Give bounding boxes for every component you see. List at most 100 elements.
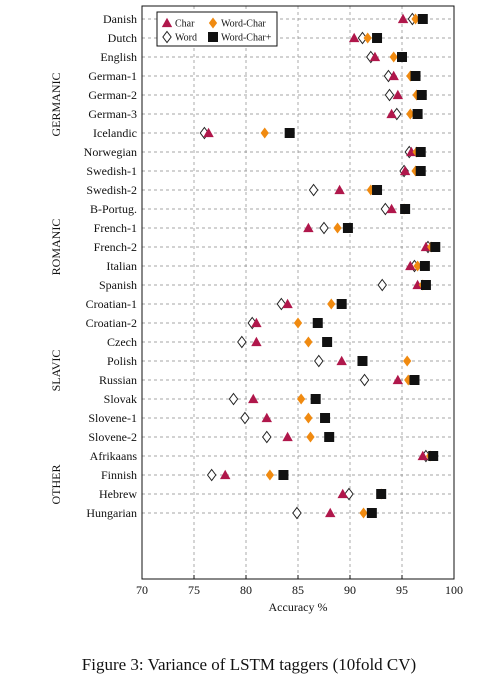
group-label-other: OTHER [49,465,63,505]
point-word-char-plus [420,280,431,290]
category-label-icelandic: Icelandic [93,126,137,140]
point-char [336,355,347,366]
point-word-char-plus [400,204,411,214]
category-label-norwegian: Norwegian [84,145,137,159]
point-word [319,221,329,235]
point-char [392,89,404,100]
point-word [262,430,272,444]
x-tick-label: 90 [344,583,356,597]
point-word [377,278,387,292]
grid-lines [142,6,454,579]
point-word [292,506,302,520]
point-char [348,32,360,43]
x-tick-label: 80 [240,583,252,597]
x-tick-label: 70 [136,583,148,597]
point-word-char-plus [412,109,423,119]
point-word-char [363,32,372,44]
point-char [282,431,293,442]
point-word-char-plus [372,33,383,43]
point-word-char-plus [430,242,441,252]
category-label-slovak: Slovak [104,392,137,406]
point-char [337,488,348,499]
point-word-char-plus [409,375,420,385]
point-word-char-plus [415,147,426,157]
category-label-b-portug-: B-Portug. [90,202,137,216]
legend-marker-word [162,30,172,44]
category-label-italian: Italian [106,259,137,273]
point-word-char-plus [320,413,331,423]
point-char [220,469,231,480]
point-word-char [304,412,313,424]
point-word [359,373,370,387]
point-char [251,336,262,347]
point-char [399,165,411,176]
point-word-char-plus [336,299,347,309]
group-label-romanic: ROMANIC [49,219,63,276]
point-char [248,393,259,404]
point-word [237,335,247,349]
x-tick-label: 75 [188,583,200,597]
point-char [417,450,428,461]
point-word-char-plus [322,337,333,347]
legend: Char Word-Char Word Word-Char+ [156,11,278,47]
point-word-char [304,336,313,348]
legend-label-word: Word [175,33,197,44]
point-word-char-plus [357,356,368,366]
point-char [369,51,381,62]
category-label-swedish-2: Swedish-2 [86,183,137,197]
point-word-char-plus [310,394,321,404]
point-char [303,222,314,233]
point-word-char-plus [324,432,335,442]
legend-marker-char [161,17,173,28]
point-word [228,392,239,406]
point-char [282,298,293,309]
x-axis-label: Accuracy % [269,600,328,614]
category-label-croatian-2: Croatian-2 [86,316,137,330]
x-tick-label: 95 [396,583,408,597]
point-char [386,108,397,119]
category-label-french-2: French-2 [94,240,137,254]
legend-label-word-char-plus: Word-Char+ [221,33,272,44]
category-label-polish: Polish [107,354,137,368]
category-labels: Danish Dutch English German-1 German-2 German… [84,12,138,520]
point-word [308,183,319,197]
category-label-hungarian: Hungarian [86,506,137,520]
point-word-char-plus [416,90,427,100]
category-label-slovene-2: Slovene-2 [88,430,137,444]
legend-marker-word-char [208,17,218,29]
point-word-char [306,431,315,443]
group-label-germanic: GERMANIC [49,72,63,136]
x-tick-label: 85 [292,583,304,597]
point-word-char-plus [410,71,421,81]
group-labels: GERMANIC ROMANIC SLAVIC OTHER [49,72,63,504]
point-word-char [359,507,368,519]
category-label-french-1: French-1 [94,221,137,235]
category-label-dutch: Dutch [108,31,137,45]
category-label-afrikaans: Afrikaans [90,449,138,463]
point-char [203,127,214,138]
point-char [261,412,272,423]
point-word-char-plus [312,318,323,328]
category-label-german-3: German-3 [88,107,137,121]
category-label-croatian-1: Croatian-1 [86,297,137,311]
category-label-german-2: German-2 [88,88,137,102]
point-word-char [260,127,269,139]
category-label-swedish-1: Swedish-1 [86,164,137,178]
category-label-finnish: Finnish [101,468,137,482]
point-word-char-plus [372,185,383,195]
point-word-char-plus [342,223,353,233]
legend-label-word-char: Word-Char [221,19,266,30]
point-word-char [389,51,398,63]
point-word-char [333,222,342,234]
category-label-danish: Danish [103,12,137,26]
point-char [405,260,416,271]
point-word-char [403,355,412,367]
point-char [397,13,409,24]
point-char [392,374,404,385]
point-word [314,354,324,368]
point-char [251,317,262,328]
point-word [384,88,395,102]
point-char [334,184,345,195]
point-word-char [296,393,306,405]
point-word-char-plus [284,128,295,138]
